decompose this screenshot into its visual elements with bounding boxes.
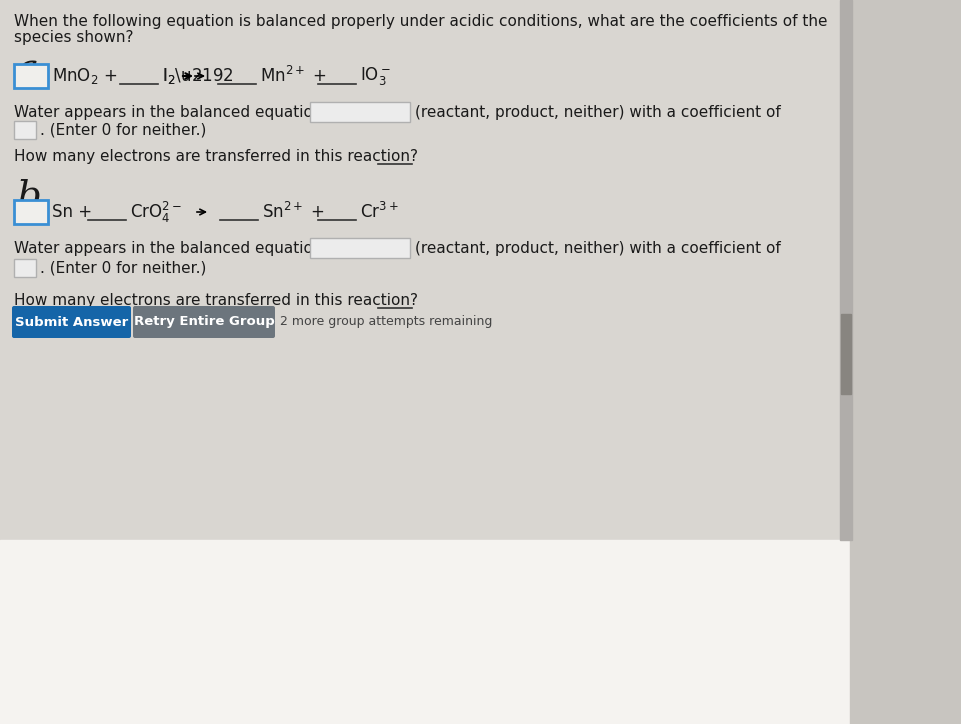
Text: Mn$^{2+}$ +: Mn$^{2+}$ + bbox=[259, 66, 327, 86]
Bar bbox=[850, 0, 961, 724]
Text: b: b bbox=[16, 179, 40, 216]
Text: Sn$^{2+}$ +: Sn$^{2+}$ + bbox=[261, 202, 325, 222]
Text: IO$_3^-$: IO$_3^-$ bbox=[359, 65, 390, 87]
Text: When the following equation is balanced properly under acidic conditions, what a: When the following equation is balanced … bbox=[14, 14, 826, 29]
Text: Sn +: Sn + bbox=[52, 203, 92, 221]
Text: How many electrons are transferred in this reaction?: How many electrons are transferred in th… bbox=[14, 292, 418, 308]
Text: (reactant, product, neither) with a coefficient of: (reactant, product, neither) with a coef… bbox=[414, 240, 780, 256]
FancyBboxPatch shape bbox=[133, 306, 275, 338]
Text: I$_2$\u2192: I$_2$\u2192 bbox=[161, 66, 234, 86]
Text: 2 more group attempts remaining: 2 more group attempts remaining bbox=[280, 316, 492, 329]
Text: a: a bbox=[16, 52, 39, 89]
Text: Water appears in the balanced equation as a: Water appears in the balanced equation a… bbox=[14, 240, 358, 256]
Text: species shown?: species shown? bbox=[14, 30, 134, 45]
Bar bbox=[839, 0, 851, 540]
FancyBboxPatch shape bbox=[12, 306, 131, 338]
Text: Water appears in the balanced equation as a: Water appears in the balanced equation a… bbox=[14, 104, 358, 119]
Text: (reactant, product, neither) with a coefficient of: (reactant, product, neither) with a coef… bbox=[414, 104, 780, 119]
Text: How many electrons are transferred in this reaction?: How many electrons are transferred in th… bbox=[14, 148, 418, 164]
Text: CrO$_4^{2-}$: CrO$_4^{2-}$ bbox=[130, 199, 182, 224]
Bar bbox=[0, 0, 850, 540]
Text: . (Enter 0 for neither.): . (Enter 0 for neither.) bbox=[40, 261, 207, 276]
Text: I$_2$: I$_2$ bbox=[161, 66, 175, 86]
Bar bbox=[14, 259, 36, 277]
Text: . (Enter 0 for neither.): . (Enter 0 for neither.) bbox=[40, 122, 207, 138]
Bar bbox=[840, 314, 850, 394]
Bar bbox=[309, 238, 409, 258]
Text: Retry Entire Group: Retry Entire Group bbox=[134, 316, 274, 329]
Bar bbox=[14, 121, 36, 139]
Bar bbox=[309, 102, 409, 122]
Bar bbox=[14, 200, 48, 224]
Text: Cr$^{3+}$: Cr$^{3+}$ bbox=[359, 202, 399, 222]
Text: Submit Answer: Submit Answer bbox=[14, 316, 128, 329]
Text: MnO$_2$ +: MnO$_2$ + bbox=[52, 66, 117, 86]
Bar bbox=[0, 540, 961, 724]
Bar bbox=[14, 64, 48, 88]
